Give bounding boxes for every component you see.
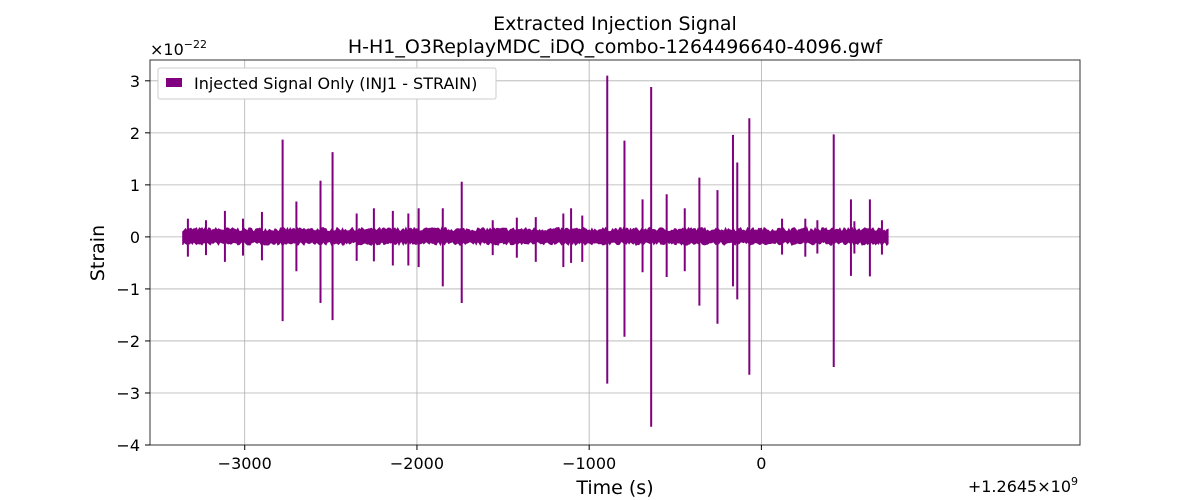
x-offset-base: +1.2645×10 (968, 477, 1071, 496)
x-offset-exponent: 9 (1071, 475, 1078, 488)
y-scale-base: ×10 (150, 40, 184, 59)
legend: Injected Signal Only (INJ1 - STRAIN) (157, 67, 497, 100)
x-axis-label: Time (s) (575, 477, 653, 499)
chart-title-line2: H-H1_O3ReplayMDC_iDQ_combo-1264496640-40… (348, 36, 884, 58)
x-offset-label: +1.2645×109 (968, 475, 1078, 496)
x-tick-label: −3000 (218, 454, 272, 473)
y-scale-exponent: −22 (184, 38, 207, 51)
y-tick-label: −3 (116, 384, 140, 403)
y-tick-label: 1 (130, 176, 140, 195)
plot-area (182, 75, 889, 427)
y-tick-label: −1 (116, 280, 140, 299)
y-axis-label: Strain (87, 225, 109, 281)
legend-box (157, 67, 497, 100)
plot-frame (149, 59, 1081, 446)
y-tick-label: 3 (130, 72, 140, 91)
x-tick-label: 0 (756, 454, 766, 473)
legend-swatch (166, 78, 182, 87)
legend-label: Injected Signal Only (INJ1 - STRAIN) (194, 74, 477, 93)
y-axis: 3 2 1 0 −1 −2 −3 −4 (116, 72, 150, 455)
x-axis: −3000 −2000 −1000 0 (218, 445, 766, 473)
y-tick-label: −4 (116, 436, 140, 455)
x-tick-label: −1000 (562, 454, 616, 473)
series-injected-signal (182, 75, 889, 427)
y-scale-label: ×10−22 (150, 38, 207, 59)
x-tick-label: −2000 (390, 454, 444, 473)
y-tick-label: −2 (116, 332, 140, 351)
chart-title-line1: Extracted Injection Signal (493, 13, 737, 35)
y-tick-label: 2 (130, 124, 140, 143)
y-tick-label: 0 (130, 228, 140, 247)
